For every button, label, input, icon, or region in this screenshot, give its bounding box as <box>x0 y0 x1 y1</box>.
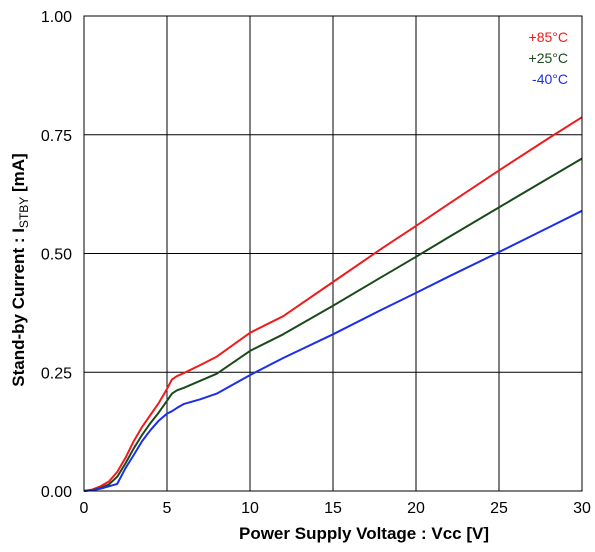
x-axis-title: Power Supply Voltage : Vcc [V] <box>239 524 489 543</box>
x-tick-label: 20 <box>407 500 425 517</box>
legend: +85°C +25°C -40°C <box>529 29 568 87</box>
x-tick-label: 30 <box>573 500 591 517</box>
x-tick-label: 15 <box>324 500 342 517</box>
y-axis-title: Stand-by Current : ISTBY [mA] <box>9 153 31 386</box>
tick-labels: 0 5 10 15 20 25 30 0.00 0.25 0.50 0.75 1.00 <box>41 9 591 517</box>
y-tick-label: 1.00 <box>41 9 72 26</box>
y-tick-label: 0.00 <box>41 484 72 501</box>
y-tick-label: 0.25 <box>41 365 72 382</box>
x-tick-label: 0 <box>80 500 89 517</box>
y-axis-title-unit: [mA] <box>9 153 28 196</box>
y-tick-label: 0.75 <box>41 128 72 145</box>
plot-frame <box>83 15 583 492</box>
x-tick-label: 10 <box>241 500 259 517</box>
legend-entry: -40°C <box>532 71 568 87</box>
series-line <box>83 116 583 492</box>
y-axis-title-subscript: STBY <box>17 197 31 228</box>
legend-entry: +85°C <box>529 29 568 45</box>
series-line <box>83 209 583 492</box>
x-tick-label: 25 <box>490 500 508 517</box>
y-tick-label: 0.50 <box>41 247 72 264</box>
legend-entry: +25°C <box>529 50 568 66</box>
series-line <box>83 157 583 492</box>
series-lines <box>83 116 583 492</box>
y-axis-title-main: Stand-by Current : I <box>9 228 28 387</box>
x-tick-label: 5 <box>163 500 172 517</box>
